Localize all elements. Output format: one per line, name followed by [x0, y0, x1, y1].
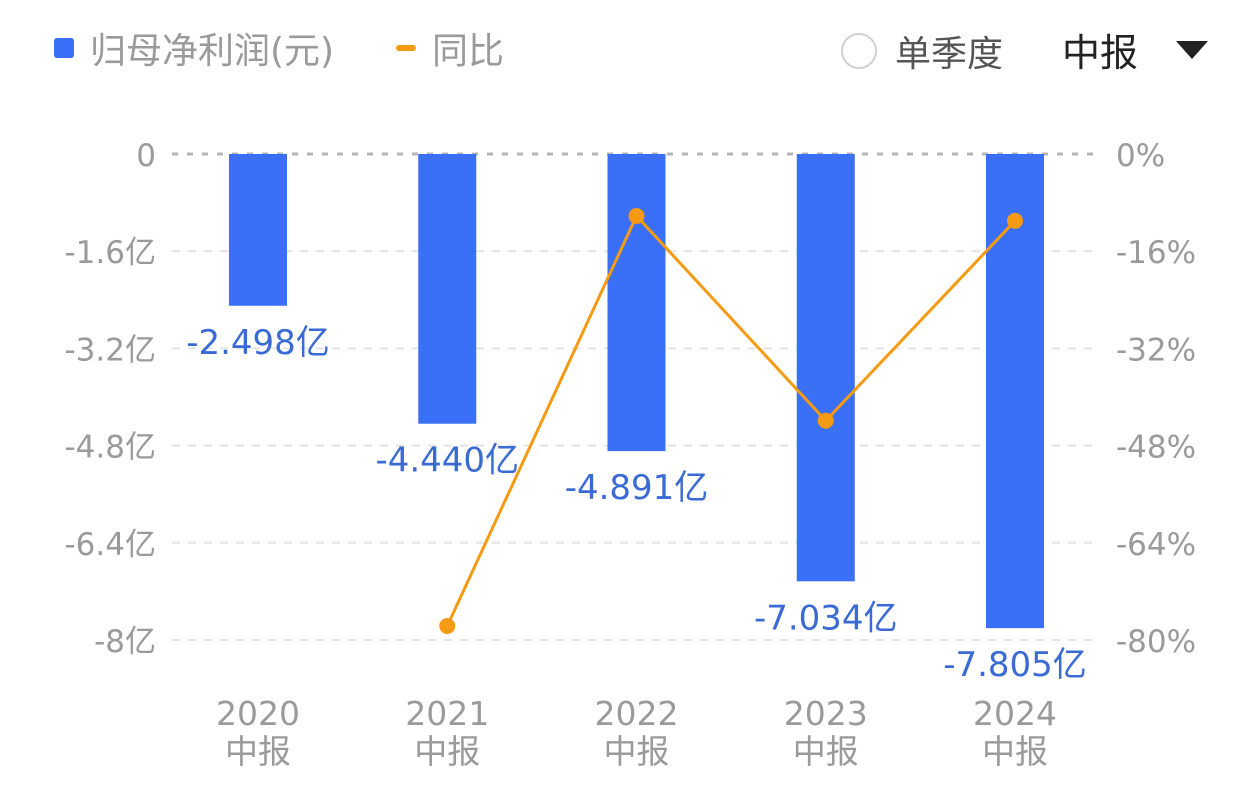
- x-tick-year: 2024: [973, 694, 1057, 733]
- x-tick-period: 中报: [225, 732, 291, 771]
- y-left-tick-label: -3.2亿: [65, 332, 157, 368]
- single-quarter-toggle[interactable]: 单季度: [841, 25, 1003, 77]
- period-dropdown-label: 中报: [1062, 31, 1139, 75]
- bar: [986, 154, 1044, 629]
- x-tick-year: 2020: [216, 694, 300, 733]
- yoy-point: [628, 207, 645, 224]
- bars-layer: [229, 154, 1044, 629]
- y-right-tick-label: -80%: [1116, 624, 1196, 660]
- x-tick-period: 中报: [604, 732, 670, 771]
- yoy-point: [439, 618, 456, 635]
- x-tick-period: 中报: [793, 732, 859, 771]
- x-tick-year: 2022: [595, 694, 679, 733]
- bar: [796, 154, 855, 582]
- yoy-point: [817, 412, 834, 429]
- period-dropdown[interactable]: 中报: [1062, 22, 1209, 77]
- radio-circle-icon[interactable]: [841, 33, 877, 69]
- y-right-tick-label: -32%: [1116, 332, 1196, 368]
- yoy-line: [445, 214, 1017, 627]
- caret-down-icon[interactable]: [1176, 40, 1209, 59]
- bar-value-label: -7.034亿: [754, 598, 898, 638]
- y-left-tick-label: -6.4亿: [65, 527, 157, 563]
- bar: [607, 154, 666, 452]
- single-quarter-label: 单季度: [895, 34, 1004, 75]
- x-tick-year: 2023: [784, 694, 868, 733]
- y-left-tick-label: -8亿: [94, 624, 156, 660]
- bar: [229, 154, 287, 306]
- grid-layer: [172, 152, 1098, 641]
- y-right-tick-label: -16%: [1116, 235, 1196, 271]
- labels-layer: -2.498亿 -4.440亿 -4.891亿 -7.034亿 -7.805亿: [186, 323, 1087, 685]
- legend-line[interactable]: 同比: [396, 22, 504, 74]
- bar-value-label: -7.805亿: [943, 645, 1087, 685]
- x-tick-period: 中报: [414, 732, 480, 771]
- axis-layer: 0 -1.6亿 -3.2亿 -4.8亿 -6.4亿 -8亿 0% -16% -32% -48% -6…: [65, 138, 1197, 771]
- line-layer: [439, 207, 1023, 635]
- y-left-tick-label: 0: [136, 138, 156, 174]
- legend-bar[interactable]: 归母净利润(元): [54, 22, 334, 74]
- x-tick-year: 2021: [405, 694, 489, 733]
- x-tick-period: 中报: [982, 732, 1048, 771]
- y-left-tick-label: -1.6亿: [65, 235, 157, 271]
- yoy-point: [1007, 212, 1023, 229]
- bar-value-label: -2.498亿: [186, 323, 330, 363]
- legend-line-swatch: [396, 45, 416, 51]
- legend-bar-label: 归母净利润(元): [90, 31, 335, 72]
- bar-value-label: -4.891亿: [565, 468, 709, 508]
- bar: [418, 154, 477, 424]
- y-right-tick-label: -48%: [1116, 430, 1196, 466]
- legend-line-label: 同比: [432, 31, 505, 72]
- legend-bar-swatch: [54, 38, 74, 58]
- bar-value-label: -4.440亿: [375, 441, 519, 481]
- y-right-tick-label: -64%: [1116, 527, 1196, 563]
- y-left-tick-label: -4.8亿: [65, 430, 157, 466]
- y-right-tick-label: 0%: [1116, 138, 1165, 174]
